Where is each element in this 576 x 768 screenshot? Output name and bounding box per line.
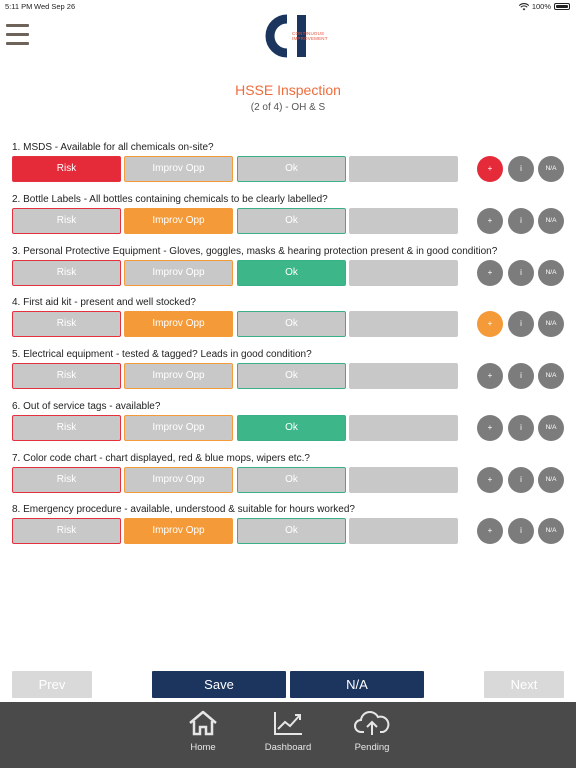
option-ok-button[interactable]: Ok: [237, 208, 346, 234]
option-ok-button[interactable]: Ok: [237, 260, 346, 286]
next-button[interactable]: Next: [484, 671, 564, 698]
na-button[interactable]: N/A: [290, 671, 424, 698]
question-row: 4. First aid kit - present and well stoc…: [0, 297, 576, 349]
add-action-button[interactable]: +: [477, 260, 503, 286]
save-button[interactable]: Save: [152, 671, 286, 698]
tab-dashboard[interactable]: Dashboard: [253, 710, 323, 753]
option-na-button[interactable]: [349, 260, 458, 286]
prev-button[interactable]: Prev: [12, 671, 92, 698]
logo-line-2: IMPROVEMENT: [292, 36, 328, 41]
cloud-upload-icon: [354, 711, 390, 735]
tab-pending-label: Pending: [354, 742, 390, 753]
info-button[interactable]: i: [508, 311, 534, 337]
page-subtitle: (2 of 4) - OH & S: [250, 102, 326, 113]
option-risk-button[interactable]: Risk: [12, 208, 121, 234]
option-risk-button[interactable]: Risk: [12, 518, 121, 544]
page-title: HSSE Inspection: [235, 82, 341, 98]
add-action-button[interactable]: +: [477, 415, 503, 441]
info-button[interactable]: i: [508, 363, 534, 389]
option-risk-button[interactable]: Risk: [12, 156, 121, 182]
info-button[interactable]: i: [508, 156, 534, 182]
info-button[interactable]: i: [508, 518, 534, 544]
option-ok-button[interactable]: Ok: [237, 467, 346, 493]
option-improv-button[interactable]: Improv Opp: [124, 363, 233, 389]
logo-line-1: CONTINUOUS: [292, 31, 325, 36]
option-improv-button[interactable]: Improv Opp: [124, 208, 233, 234]
hamburger-menu-icon[interactable]: [6, 24, 29, 46]
option-improv-button[interactable]: Improv Opp: [124, 311, 233, 337]
question-row: 2. Bottle Labels - All bottles containin…: [0, 194, 576, 246]
na-circle-button[interactable]: N/A: [538, 260, 564, 286]
info-button[interactable]: i: [508, 260, 534, 286]
na-circle-button[interactable]: N/A: [538, 415, 564, 441]
option-risk-button[interactable]: Risk: [12, 363, 121, 389]
option-na-button[interactable]: [349, 156, 458, 182]
option-na-button[interactable]: [349, 415, 458, 441]
info-button[interactable]: i: [508, 467, 534, 493]
option-na-button[interactable]: [349, 208, 458, 234]
question-row: 1. MSDS - Available for all chemicals on…: [0, 142, 576, 194]
option-improv-button[interactable]: Improv Opp: [124, 415, 233, 441]
info-button[interactable]: i: [508, 208, 534, 234]
option-ok-button[interactable]: Ok: [237, 415, 346, 441]
option-improv-button[interactable]: Improv Opp: [124, 260, 233, 286]
status-time: 5:11 PM: [5, 2, 33, 11]
question-label: 8. Emergency procedure - available, unde…: [12, 504, 355, 515]
option-na-button[interactable]: [349, 518, 458, 544]
question-label: 1. MSDS - Available for all chemicals on…: [12, 142, 214, 153]
tab-home[interactable]: Home: [168, 710, 238, 753]
ci-logo: CONTINUOUS IMPROVEMENT: [259, 11, 328, 61]
status-right: 100%: [518, 2, 570, 11]
chart-line-icon: [274, 712, 302, 735]
option-na-button[interactable]: [349, 363, 458, 389]
na-circle-button[interactable]: N/A: [538, 467, 564, 493]
option-na-button[interactable]: [349, 467, 458, 493]
add-action-button[interactable]: +: [477, 208, 503, 234]
option-improv-button[interactable]: Improv Opp: [124, 467, 233, 493]
question-label: 4. First aid kit - present and well stoc…: [12, 297, 196, 308]
home-icon: [189, 710, 217, 736]
tab-pending[interactable]: Pending: [337, 710, 407, 753]
option-improv-button[interactable]: Improv Opp: [124, 156, 233, 182]
option-ok-button[interactable]: Ok: [237, 363, 346, 389]
option-ok-button[interactable]: Ok: [237, 311, 346, 337]
option-na-button[interactable]: [349, 311, 458, 337]
tab-bar: Home Dashboard Pending: [0, 702, 576, 768]
tab-home-label: Home: [190, 742, 216, 753]
add-action-button[interactable]: +: [477, 518, 503, 544]
question-label: 7. Color code chart - chart displayed, r…: [12, 453, 310, 464]
status-bar: 5:11 PM Wed Sep 26 100%: [0, 0, 576, 12]
option-risk-button[interactable]: Risk: [12, 311, 121, 337]
wifi-icon: [518, 2, 529, 10]
info-button[interactable]: i: [508, 415, 534, 441]
question-label: 6. Out of service tags - available?: [12, 401, 161, 412]
na-circle-button[interactable]: N/A: [538, 208, 564, 234]
status-date: Wed Sep 26: [34, 2, 76, 11]
question-row: 5. Electrical equipment - tested & tagge…: [0, 349, 576, 401]
question-label: 5. Electrical equipment - tested & tagge…: [12, 349, 312, 360]
add-action-button[interactable]: +: [477, 363, 503, 389]
na-circle-button[interactable]: N/A: [538, 363, 564, 389]
option-risk-button[interactable]: Risk: [12, 260, 121, 286]
option-risk-button[interactable]: Risk: [12, 415, 121, 441]
option-ok-button[interactable]: Ok: [237, 518, 346, 544]
question-label: 3. Personal Protective Equipment - Glove…: [12, 246, 498, 257]
question-row: 8. Emergency procedure - available, unde…: [0, 504, 576, 556]
battery-icon: [554, 3, 570, 10]
na-circle-button[interactable]: N/A: [538, 156, 564, 182]
option-risk-button[interactable]: Risk: [12, 467, 121, 493]
add-action-button[interactable]: +: [477, 467, 503, 493]
na-circle-button[interactable]: N/A: [538, 518, 564, 544]
question-row: 7. Color code chart - chart displayed, r…: [0, 453, 576, 505]
option-ok-button[interactable]: Ok: [237, 156, 346, 182]
battery-percent: 100%: [531, 2, 551, 11]
add-action-button[interactable]: +: [477, 156, 503, 182]
question-label: 2. Bottle Labels - All bottles containin…: [12, 194, 328, 205]
option-improv-button[interactable]: Improv Opp: [124, 518, 233, 544]
tab-dashboard-label: Dashboard: [264, 742, 312, 753]
question-row: 3. Personal Protective Equipment - Glove…: [0, 246, 576, 298]
question-row: 6. Out of service tags - available? Risk I…: [0, 401, 576, 453]
add-action-button[interactable]: +: [477, 311, 503, 337]
na-circle-button[interactable]: N/A: [538, 311, 564, 337]
